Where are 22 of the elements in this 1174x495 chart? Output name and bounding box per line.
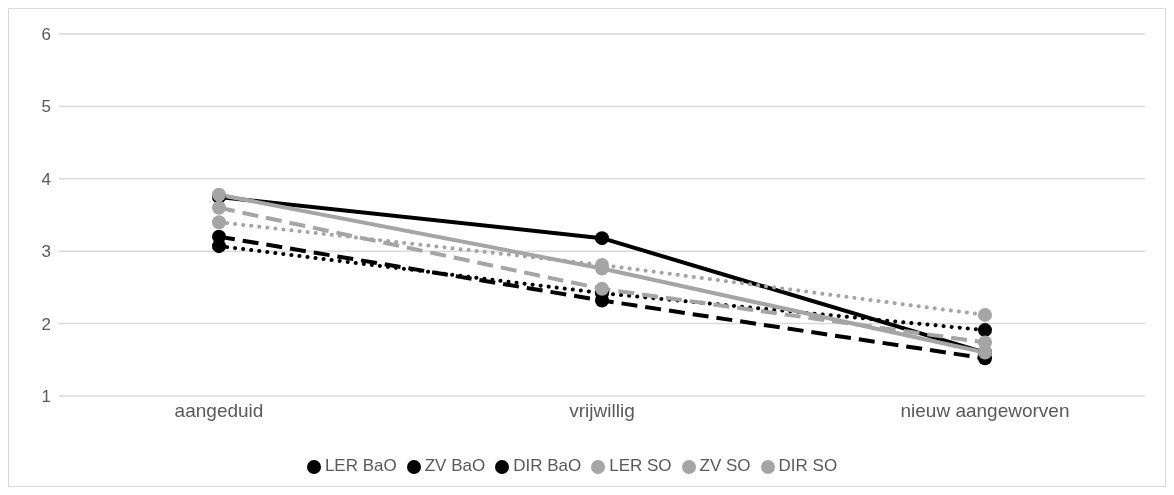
point [595, 231, 609, 246]
x-tick-label: vrijwillig [569, 400, 635, 422]
legend-label: DIR SO [778, 456, 838, 475]
point [212, 229, 226, 244]
y-tick-label: 6 [41, 25, 51, 45]
x-tick-label: aangeduid [174, 400, 264, 422]
point [595, 281, 609, 296]
y-tick-label: 2 [41, 314, 51, 334]
point [978, 323, 992, 338]
legend-label: DIR BaO [513, 456, 582, 475]
legend-label: LER SO [609, 456, 672, 475]
y-tick-label: 3 [41, 242, 51, 262]
y-tick-label: 5 [41, 97, 51, 117]
legend-label: ZV BaO [424, 456, 486, 475]
point [212, 200, 226, 215]
legend-label: LER BaO [324, 456, 397, 475]
point [978, 307, 992, 322]
y-tick-label: 1 [41, 387, 51, 407]
point [212, 215, 226, 230]
legend-label: ZV SO [699, 456, 751, 475]
y-tick-label: 4 [41, 169, 51, 189]
x-tick-label: nieuw aangeworven [900, 400, 1070, 422]
